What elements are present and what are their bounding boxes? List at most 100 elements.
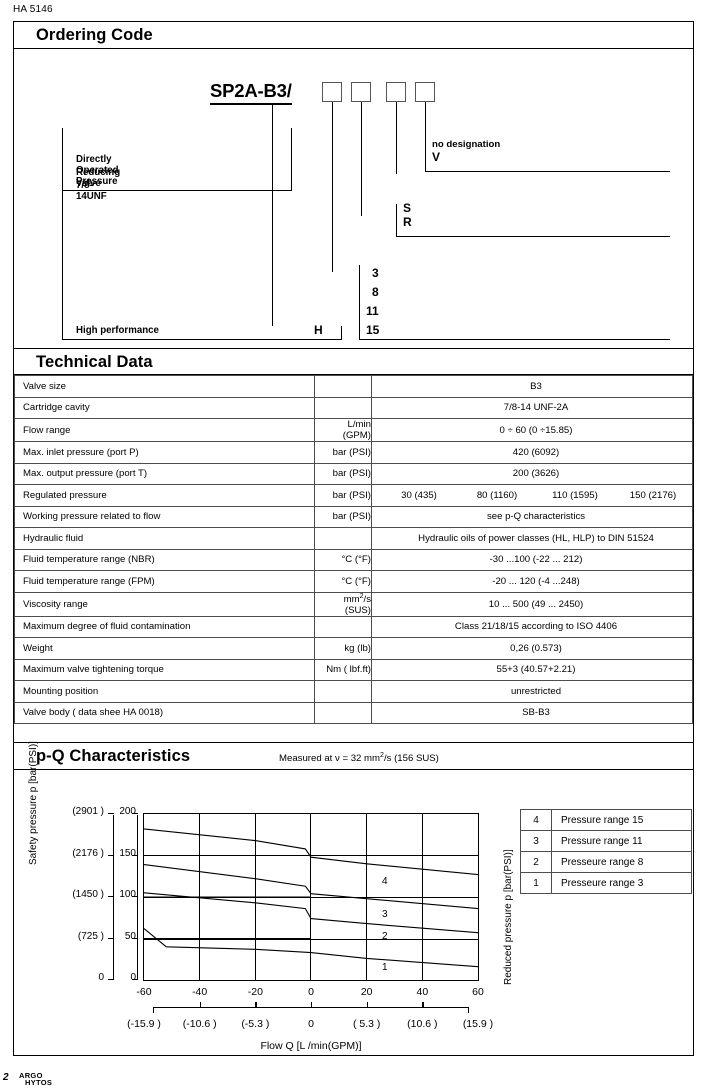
chart-x-tick-gpm-label: ( 5.3 ): [352, 1018, 381, 1030]
seals-key-2: V: [432, 150, 441, 164]
adjustment-key-2: R: [403, 215, 412, 229]
chart-left-psi-tick: [108, 896, 114, 898]
tech-row-value: 7/8-14 UNF-2A: [371, 396, 693, 419]
tech-row-name: Working pressure related to flow: [14, 505, 315, 528]
chart-x-tick-gpm-label: (-5.3 ): [241, 1018, 270, 1030]
chart-left-psi-tick: [108, 979, 114, 981]
pq-section-header: p-Q Characteristics Measured at ν = 32 m…: [14, 742, 693, 770]
curve-label-4: 4: [382, 876, 388, 887]
leader-line-code: [272, 104, 273, 326]
valve-description-line1: Directly Operated Pressure: [76, 154, 119, 187]
ordering-code-title: Ordering Code: [36, 26, 153, 44]
chart-left-psi-label: (725 ): [77, 930, 104, 942]
gridline-v-40: [422, 814, 424, 980]
argo-hytos-logo: ARGO HYTOS: [19, 1071, 67, 1087]
tech-row-name: Viscosity range: [14, 591, 315, 617]
tech-row-value: Hydraulic oils of power classes (HL, HLP…: [371, 527, 693, 550]
chart-left-bar-label: 200: [119, 806, 136, 817]
code-box-2[interactable]: [351, 82, 371, 102]
chart-x-tick-label: 40: [416, 986, 429, 998]
tech-row-name: Weight: [14, 637, 315, 660]
adjustment-left-rule: [396, 204, 397, 236]
gridline-v-20: [366, 814, 368, 980]
code-box-4[interactable]: [415, 82, 435, 102]
tech-row-name: Max. output pressure (port T): [14, 462, 315, 485]
chart-left-axis-title: Safety pressure p [bar(PSI)]: [28, 741, 39, 865]
chart-curve-3: [144, 864, 478, 910]
tech-row-unit: [314, 527, 372, 550]
chart-x-tick-label: -40: [192, 986, 208, 998]
valve-description-box: [62, 128, 292, 191]
code-box-1[interactable]: [322, 82, 342, 102]
page-number: 2: [3, 1072, 9, 1083]
chart-x-tick-gpm-label: (10.6 ): [407, 1018, 438, 1030]
chart-left-psi-label: 0: [98, 972, 104, 983]
table-row: Fluid temperature range (NBR) °C (°F) -30 …: [14, 548, 693, 571]
pq-chart: Safety pressure p [bar(PSI)] 0 0 (725 ) 50 (…: [14, 741, 693, 1055]
tech-row-value: 0 ÷ 60 (0 ÷15.85): [371, 418, 693, 442]
tech-row-value: 30 (435) 80 (1160) 110 (1595) 150 (2176): [371, 484, 693, 507]
tech-row-value-part: 150 (2176): [629, 489, 677, 501]
chart-left-bar-tick: [132, 813, 138, 815]
pressure-range-rule: [359, 339, 670, 340]
technical-data-title: Technical Data: [36, 353, 153, 371]
logo-word-argo: ARGO: [19, 1071, 43, 1080]
code-box-3[interactable]: [386, 82, 406, 102]
chart-x-tick-label: 60: [472, 986, 484, 998]
leader-line-box3: [396, 102, 397, 174]
pressure-range-key-4: 15: [366, 323, 380, 337]
chart-x-tick: [255, 1002, 257, 1008]
tech-row-unit: kg (lb): [314, 637, 372, 660]
legend-row-number: 4: [520, 809, 552, 831]
table-row: Weight kg (lb) 0,26 (0.573): [14, 637, 693, 660]
legend-row-number: 2: [520, 851, 552, 873]
tech-row-name: Cartridge cavity: [14, 396, 315, 419]
table-row: Fluid temperature range (FPM) °C (°F) -20 …: [14, 570, 693, 593]
tech-row-name: Fluid temperature range (FPM): [14, 570, 315, 593]
chart-left-psi-tick: [108, 813, 114, 815]
chart-x-tick-gpm-label: (15.9 ): [462, 1018, 494, 1030]
document-frame: Ordering Code SP2A-B3/ Directly Operated…: [13, 21, 694, 1056]
chart-curves: [144, 828, 478, 968]
tech-row-unit: °C (°F): [314, 548, 372, 571]
chart-x-tick: [311, 1002, 313, 1008]
adjustment-key-1: S: [403, 201, 412, 215]
chart-left-psi-label: (1450 ): [72, 889, 104, 900]
chart-x-tick-label: -20: [247, 986, 263, 998]
chart-x-axis-title: Flow Q [L /min(GPM)]: [260, 1040, 362, 1052]
chart-x-tick-gpm-label: (-15.9 ): [127, 1018, 161, 1030]
legend-row-number: 3: [520, 830, 552, 852]
tech-row-value: unrestricted: [371, 680, 693, 703]
pq-title: p-Q Characteristics: [36, 747, 191, 765]
chart-legend: 4 Pressure range 15 3 Pressure range 11 2 Pre…: [520, 809, 692, 894]
leader-line-box4: [425, 102, 426, 142]
chart-left-bar-label: 100: [119, 889, 136, 900]
legend-row-label: Presseure range 8: [551, 851, 692, 873]
tech-row-name: Fluid temperature range (NBR): [14, 548, 315, 571]
table-row: Max. inlet pressure (port P) bar (PSI) 420…: [14, 441, 693, 464]
chart-x-axis-rule: [153, 1007, 469, 1009]
tech-row-value: 55+3 (40.57+2.21): [371, 658, 693, 682]
chart-x-tick-gpm-label: 0: [308, 1018, 314, 1030]
tech-row-unit: mm2/s (SUS): [314, 591, 372, 617]
tech-row-value: 200 (3626): [371, 462, 693, 485]
pressure-range-key-2: 8: [372, 285, 379, 299]
tech-row-unit: bar (PSI): [314, 462, 372, 485]
tech-row-unit: [314, 396, 372, 419]
ordering-code-diagram: SP2A-B3/ Directly Operated Pressure Redu…: [14, 49, 693, 348]
high-performance-left-rule: [62, 191, 63, 339]
legend-row-label: Pressure range 11: [551, 830, 692, 852]
product-code: SP2A-B3/: [210, 80, 292, 105]
chart-left-psi-tick: [108, 854, 114, 856]
table-row: Valve size B3: [14, 375, 693, 398]
tech-row-value-part: 30 (435): [401, 489, 437, 501]
tech-row-value: see p-Q characteristics: [371, 505, 693, 528]
legend-row-number: 1: [520, 872, 552, 894]
table-row: Mounting position unrestricted: [14, 680, 693, 703]
table-row: Max. output pressure (port T) bar (PSI) 20…: [14, 462, 693, 485]
document-code: HA 5146: [13, 4, 53, 15]
tech-row-value: -30 ...100 (-22 ... 212): [371, 548, 693, 571]
chart-left-bar-tick: [132, 854, 138, 856]
pq-measured-at: Measured at ν = 32 mm2/s (156 SUS): [279, 752, 439, 765]
curve-label-2: 2: [382, 931, 388, 942]
